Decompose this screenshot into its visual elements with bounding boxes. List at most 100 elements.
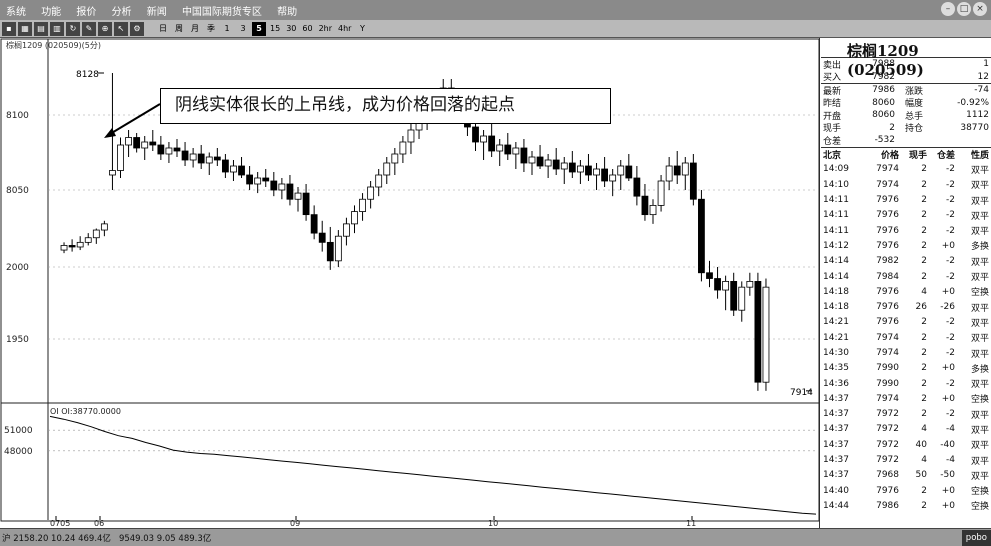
tick-volume: 2 (921, 363, 927, 374)
candle-body (488, 135, 496, 152)
quote-stat-row: 现手 2 持仓 38770 (821, 122, 991, 135)
candle-body (633, 177, 641, 197)
candle-body (391, 153, 399, 164)
tick-row[interactable]: 14:12 7976 2 +0 多换 (821, 238, 991, 253)
tick-oi-change: -50 (940, 470, 955, 481)
candle-body (165, 147, 173, 155)
stat-value: -532 (874, 135, 895, 146)
period-button[interactable]: Y (360, 23, 365, 33)
period-button[interactable]: 周 (175, 23, 183, 33)
tick-nature: 双平 (970, 211, 989, 222)
chart-icon[interactable]: ▥ (50, 21, 64, 36)
tick-row[interactable]: 14:37 7968 50 -50 双平 (821, 468, 991, 483)
tick-row[interactable]: 14:30 7974 2 -2 双平 (821, 345, 991, 360)
candle-body (262, 177, 270, 182)
period-button[interactable]: 月 (191, 23, 199, 33)
menu-analysis[interactable]: 分析 (111, 6, 132, 18)
period-button[interactable]: 5 (252, 21, 266, 36)
candle-body (552, 159, 560, 170)
settings-icon[interactable]: ⚙ (130, 21, 144, 36)
period-button[interactable]: 2hr (318, 23, 333, 33)
tick-volume: 2 (921, 256, 927, 267)
draw-icon[interactable]: ✎ (82, 21, 96, 36)
candle-body (601, 168, 609, 182)
tick-row[interactable]: 14:09 7974 2 -2 双平 (821, 162, 991, 177)
ask-price: 7988 (872, 59, 895, 70)
candle-body (157, 144, 165, 155)
tick-price: 7972 (876, 439, 899, 450)
zoom-icon[interactable]: ⊕ (98, 21, 112, 36)
period-button[interactable]: 30 (286, 23, 297, 33)
chart-pane[interactable]: 1950 2000 8050 8100 8128 7914 OI OI:38770.0000… (0, 38, 820, 528)
tick-nature: 空换 (970, 395, 989, 406)
candle-body (472, 126, 479, 143)
cursor-icon[interactable]: ↖ (114, 21, 128, 36)
candle-body (197, 153, 205, 164)
menu-help[interactable]: 帮助 (277, 6, 298, 18)
tick-price: 7976 (876, 225, 899, 236)
candle-body (270, 180, 278, 191)
tick-row[interactable]: 14:14 7982 2 -2 双平 (821, 254, 991, 269)
status-bar: 沪 2158.20 10.24 469.4亿 9549.03 9.05 489.… (0, 528, 991, 546)
period-button[interactable]: 季 (207, 23, 215, 33)
tick-row[interactable]: 14:14 7984 2 -2 双平 (821, 269, 991, 284)
grid-icon[interactable]: ▦ (18, 21, 32, 36)
tick-nature: 空换 (970, 502, 989, 513)
tick-volume: 2 (921, 179, 927, 190)
tick-row[interactable]: 14:11 7976 2 -2 双平 (821, 192, 991, 207)
tick-oi-change: -4 (946, 455, 955, 466)
tick-row[interactable]: 14:44 7986 2 +0 空换 (821, 498, 991, 513)
tick-row[interactable]: 14:18 7976 4 +0 空换 (821, 284, 991, 299)
close-icon[interactable]: × (973, 2, 987, 16)
tick-nature: 双平 (970, 196, 989, 207)
menu-quote[interactable]: 报价 (76, 6, 97, 18)
tick-row[interactable]: 14:35 7990 2 +0 多换 (821, 361, 991, 376)
period-button[interactable]: 1 (224, 23, 230, 33)
tick-row[interactable]: 14:18 7976 26 -26 双平 (821, 299, 991, 314)
tick-row[interactable]: 14:37 7974 2 +0 空换 (821, 391, 991, 406)
tick-time: 14:36 (823, 378, 849, 389)
tick-row[interactable]: 14:21 7976 2 -2 双平 (821, 315, 991, 330)
quote-title: 棕榈1209 (020509) (821, 38, 991, 79)
period-button[interactable]: 3 (240, 23, 246, 33)
menu-bar[interactable]: 系统 功能 报价 分析 新闻 中国国际期货专区 帮助 (0, 3, 303, 18)
tick-row[interactable]: 14:11 7976 2 -2 双平 (821, 223, 991, 238)
oi-tick-label: 48000 (4, 447, 33, 457)
chart-frame (0, 38, 820, 522)
menu-broker-zone[interactable]: 中国国际期货专区 (181, 6, 262, 18)
tick-volume: 2 (921, 195, 927, 206)
period-button[interactable]: 日 (159, 23, 167, 33)
tick-time: 14:40 (823, 485, 849, 496)
tick-nature: 双平 (970, 471, 989, 482)
tick-row[interactable]: 14:36 7990 2 -2 双平 (821, 376, 991, 391)
menu-system[interactable]: 系统 (6, 6, 26, 18)
period-button[interactable]: 4hr (338, 23, 352, 33)
candle-body (181, 150, 189, 161)
tick-row[interactable]: 14:21 7974 2 -2 双平 (821, 330, 991, 345)
tick-row[interactable]: 14:37 7972 40 -40 双平 (821, 437, 991, 452)
tick-row[interactable]: 14:11 7976 2 -2 双平 (821, 208, 991, 223)
price-tick-label: 8050 (6, 186, 29, 196)
restore-icon[interactable]: □ (957, 2, 971, 16)
period-button[interactable]: 60 (302, 23, 313, 33)
candle-body (246, 174, 254, 185)
table-icon[interactable]: ▤ (34, 21, 48, 36)
tick-price: 7976 (876, 240, 899, 251)
period-button[interactable]: 15 (270, 23, 281, 33)
save-icon[interactable]: ▪ (2, 21, 16, 36)
tick-row[interactable]: 14:37 7972 4 -4 双平 (821, 422, 991, 437)
refresh-icon[interactable]: ↻ (66, 21, 80, 36)
candle-body (609, 174, 617, 182)
ask-label: 卖出 (823, 60, 842, 71)
tick-list[interactable]: 14:09 7974 2 -2 双平 14:10 7974 2 -2 双平 14:11 7976 2 -2… (821, 162, 991, 514)
candle-body (359, 198, 366, 212)
tick-oi-change: +0 (941, 363, 955, 374)
tick-row[interactable]: 14:40 7976 2 +0 空换 (821, 483, 991, 498)
minimize-icon[interactable]: – (941, 2, 955, 16)
menu-news[interactable]: 新闻 (146, 6, 167, 18)
menu-function[interactable]: 功能 (41, 6, 62, 18)
tick-row[interactable]: 14:10 7974 2 -2 双平 (821, 177, 991, 192)
tick-nature: 双平 (970, 441, 989, 452)
tick-row[interactable]: 14:37 7972 4 -4 双平 (821, 452, 991, 467)
tick-row[interactable]: 14:37 7972 2 -2 双平 (821, 407, 991, 422)
